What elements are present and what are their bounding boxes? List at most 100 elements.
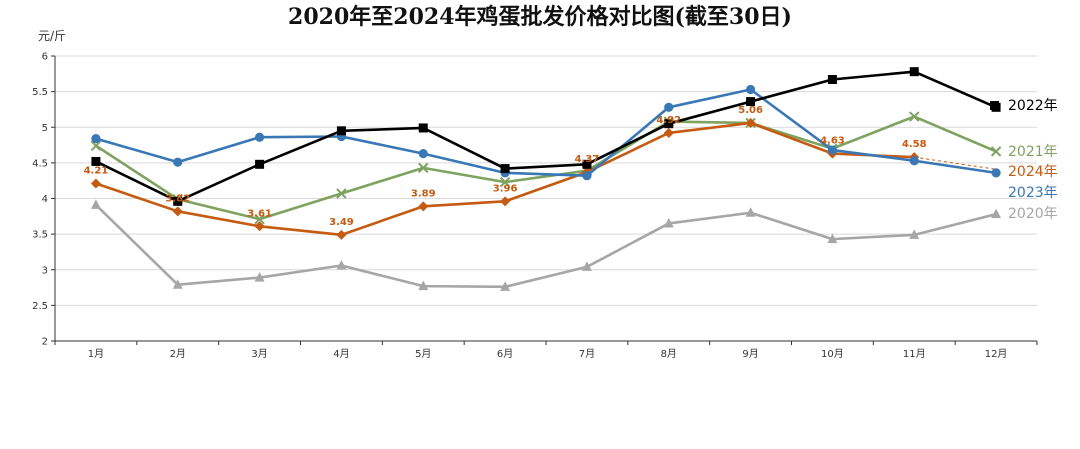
marker-square: [827, 75, 837, 85]
y-tick-label: 3: [42, 265, 48, 276]
marker-circle: [254, 132, 265, 142]
y-tick-label: 6: [42, 52, 48, 63]
marker-x: [990, 146, 1002, 157]
x-tick-label: 5月: [415, 348, 431, 360]
marker-diamond: [418, 201, 429, 212]
series-line: [95, 70, 997, 203]
marker-circle: [582, 171, 592, 181]
marker-triangle: [336, 259, 347, 270]
data-label: 4.92: [656, 115, 681, 126]
data-label: 4.63: [820, 136, 845, 147]
series-dash-extension: [914, 156, 997, 170]
marker-diamond: [90, 178, 101, 189]
series-2021年: [90, 111, 1002, 225]
marker-square: [91, 156, 101, 166]
data-label: 3.96: [493, 183, 518, 194]
y-tick-label: 5.5: [32, 87, 48, 98]
marker-triangle: [745, 207, 756, 217]
marker-x: [90, 140, 102, 151]
x-tick-label: 1月: [88, 348, 104, 360]
marker-triangle: [909, 229, 920, 239]
x-tick-label: 12月: [985, 348, 1008, 360]
marker-square: [746, 97, 756, 107]
marker-diamond: [336, 229, 347, 240]
marker-diamond: [500, 196, 511, 207]
marker-triangle: [172, 279, 183, 289]
marker-circle: [827, 145, 838, 155]
marker-diamond: [745, 117, 756, 128]
marker-diamond: [172, 206, 183, 217]
legend-label: 2024年: [1008, 164, 1058, 180]
marker-square: [909, 67, 919, 77]
data-label: 4.21: [84, 166, 109, 177]
series-line: [95, 115, 997, 221]
marker-triangle: [663, 217, 674, 228]
marker-x: [909, 111, 920, 122]
marker-circle: [91, 134, 101, 144]
data-label: 3.49: [329, 217, 354, 228]
y-tick-label: 4: [42, 194, 48, 205]
marker-circle: [173, 157, 183, 167]
data-label: 3.89: [411, 188, 436, 199]
x-tick-label: 7月: [579, 348, 595, 360]
marker-circle: [418, 149, 428, 159]
marker-square: [173, 196, 183, 206]
marker-diamond: [254, 221, 265, 232]
x-tick-label: 11月: [903, 348, 926, 360]
marker-triangle: [500, 281, 511, 291]
legend-label: 2022年: [1008, 98, 1058, 114]
marker-triangle: [418, 280, 429, 291]
series-line: [95, 203, 997, 289]
marker-circle: [991, 168, 1001, 178]
y-tick-label: 2.5: [32, 301, 48, 312]
x-tick-label: 10月: [821, 348, 844, 360]
series-line: [95, 121, 915, 237]
marker-circle: [745, 84, 756, 95]
grid-lines: [55, 55, 1037, 306]
series-2023年: [91, 84, 1001, 181]
marker-square: [418, 123, 428, 133]
marker-x: [418, 162, 429, 174]
y-axis-unit: 元/斤: [38, 29, 66, 43]
marker-triangle: [827, 233, 838, 244]
y-tick-label: 3.5: [32, 230, 48, 241]
series-line: [95, 88, 997, 177]
x-tick-label: 2月: [170, 348, 186, 360]
x-tick-label: 8月: [661, 348, 677, 360]
marker-square: [664, 119, 674, 129]
data-label: 4.37: [575, 154, 600, 165]
marker-square: [582, 159, 592, 169]
y-tick-label: 2: [42, 337, 48, 348]
series-2020年: [90, 199, 1002, 291]
marker-diamond: [663, 127, 674, 138]
x-tick-label: 3月: [251, 348, 267, 360]
data-label: 4.58: [902, 139, 927, 150]
marker-square: [336, 126, 346, 136]
series-group: [90, 67, 1002, 291]
marker-square: [500, 164, 510, 174]
data-label: 3.61: [247, 208, 272, 219]
marker-triangle: [254, 272, 265, 282]
data-labels: 4.21 3.82 3.61 3.49 3.89 3.96 4.37 4.92 5.06 4.63…: [84, 105, 927, 228]
x-tick-label: 6月: [497, 348, 513, 360]
chart-title: 2020年至2024年鸡蛋批发价格对比图(截至30日): [288, 4, 792, 30]
legend-marker: [990, 101, 999, 110]
x-tick-label: 4月: [333, 348, 349, 360]
x-tick-label: 9月: [742, 348, 758, 360]
marker-circle: [664, 102, 674, 112]
legend: 2022年 2021年 2024年 2023年 2020年: [990, 98, 1058, 222]
marker-circle: [909, 156, 919, 166]
marker-x: [336, 188, 347, 199]
marker-square: [255, 159, 265, 169]
legend-label: 2020年: [1008, 206, 1058, 222]
y-tick-label: 4.5: [32, 158, 48, 169]
legend-label: 2023年: [1008, 185, 1058, 201]
y-tick-label: 5: [42, 123, 48, 134]
marker-triangle: [991, 208, 1002, 219]
axes: 2 2.5 3 3.5 4 4.5 5 5.5 6 1月 2月 3月 4月 5月 6月 7月 8月 9月 10月 11…: [32, 52, 1038, 360]
marker-x: [499, 176, 511, 188]
data-label: 3.82: [165, 193, 190, 204]
marker-triangle: [581, 261, 592, 271]
series-2024年: [90, 117, 997, 240]
